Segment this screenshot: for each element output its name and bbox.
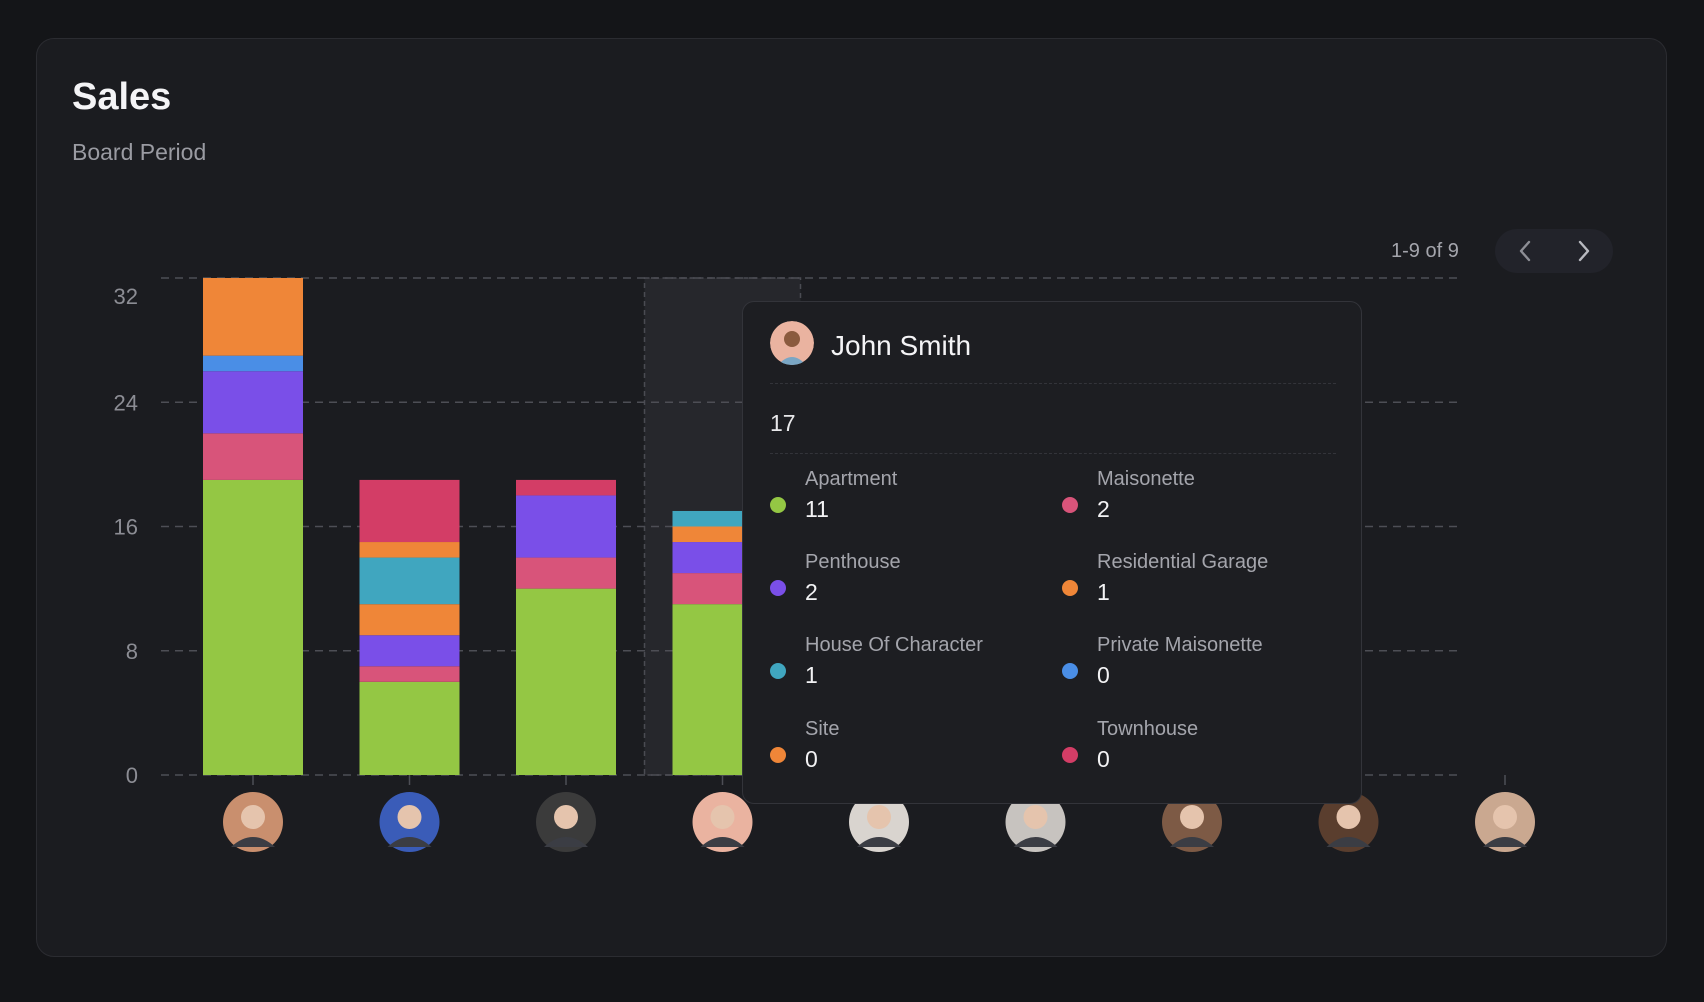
tooltip-item-site: Site 0 xyxy=(770,718,1040,778)
bar-segment xyxy=(359,635,460,667)
next-page-button[interactable] xyxy=(1554,229,1613,273)
pagination-range: 1-9 of 9 xyxy=(1391,240,1459,262)
x-axis-avatar: Agent 1 xyxy=(223,792,283,852)
bar-segment xyxy=(203,355,303,372)
legend-dot xyxy=(1062,663,1078,679)
tooltip-divider xyxy=(770,383,1336,384)
tooltip-item-value: 0 xyxy=(1097,662,1110,688)
y-tick-label: 16 xyxy=(114,515,138,540)
legend-dot xyxy=(770,747,786,763)
avatar-face xyxy=(1023,805,1048,829)
x-axis-avatar: Agent 6 xyxy=(1005,792,1066,852)
x-axis-avatar: Agent 8 xyxy=(1318,792,1379,852)
tooltip-item-maisonette: Maisonette 2 xyxy=(1062,468,1332,528)
tooltip-item-label: Residential Garage xyxy=(1097,551,1269,573)
prev-page-button[interactable] xyxy=(1495,229,1554,273)
avatar-face xyxy=(241,805,265,829)
tooltip-item-townhouse: Townhouse 0 xyxy=(1062,718,1332,778)
x-axis-avatar: Agent 5 xyxy=(849,792,909,852)
tooltip-divider xyxy=(770,453,1336,454)
tooltip-item-penthouse: Penthouse 2 xyxy=(770,551,1040,611)
tooltip-item-value: 0 xyxy=(805,746,818,772)
avatar-face xyxy=(397,805,422,829)
tooltip-avatar xyxy=(770,321,814,365)
tooltip-name: John Smith xyxy=(831,330,972,361)
tooltip-item-label: Penthouse xyxy=(805,551,901,573)
avatar-body xyxy=(1326,837,1371,847)
bar-segment xyxy=(516,588,616,775)
x-axis-avatar: Agent 2 xyxy=(379,792,440,852)
y-tick-label: 0 xyxy=(126,763,138,788)
tooltip-item-label: Maisonette xyxy=(1097,468,1195,490)
tooltip-item-value: 1 xyxy=(805,662,818,688)
tooltip-item-label: Apartment xyxy=(805,468,898,490)
avatar-face xyxy=(867,805,891,829)
sales-card: Sales Board Period 1-9 of 9 0 8 16 24 32 Agen… xyxy=(36,38,1667,957)
y-tick-label: 8 xyxy=(126,639,138,664)
legend-dot xyxy=(770,580,786,596)
legend-dot xyxy=(1062,580,1078,596)
bar-segment xyxy=(203,278,303,356)
avatar-body xyxy=(700,837,745,847)
x-axis-avatar: Agent 9 xyxy=(1475,792,1535,852)
avatar-face xyxy=(710,805,735,829)
tooltip-item-label: House Of Character xyxy=(805,634,983,656)
y-tick-label: 24 xyxy=(114,390,138,415)
bar-segment xyxy=(359,479,460,543)
bar-segment xyxy=(516,557,616,589)
tooltip-item-value: 2 xyxy=(1097,496,1110,522)
tooltip: John Smith 17 Apartment 11 Maisonette 2 … xyxy=(742,301,1362,804)
bar-segment xyxy=(359,604,460,636)
tooltip-item-value: 11 xyxy=(805,496,829,522)
tooltip-item-private-maisonette: Private Maisonette 0 xyxy=(1062,634,1332,694)
bar-segment xyxy=(203,371,303,434)
tooltip-item-residential-garage: Residential Garage 1 xyxy=(1062,551,1332,611)
x-axis-avatar: Agent 7 xyxy=(1162,792,1222,852)
bar-segment xyxy=(359,542,460,558)
chevron-right-icon xyxy=(1578,240,1589,262)
card-subtitle: Board Period xyxy=(72,139,207,165)
avatar-face xyxy=(1493,805,1517,829)
tooltip-item-house-of-character: House Of Character 1 xyxy=(770,634,1040,694)
legend-dot xyxy=(770,663,786,679)
tooltip-item-value: 1 xyxy=(1097,579,1110,605)
avatar-face xyxy=(554,805,578,829)
chevron-left-icon xyxy=(1519,240,1530,262)
avatar-body xyxy=(1483,837,1527,847)
tooltip-item-apartment: Apartment 11 xyxy=(770,468,1040,528)
avatar-body xyxy=(1013,837,1058,847)
x-axis-avatar: John Smith xyxy=(692,792,753,852)
avatar-body xyxy=(857,837,901,847)
avatar-body xyxy=(544,837,588,847)
card-title: Sales xyxy=(72,76,172,118)
tooltip-total: 17 xyxy=(770,410,796,436)
bar-segment xyxy=(359,557,460,605)
avatar-body xyxy=(1170,837,1214,847)
stacked-bar-chart: 0 8 16 24 32 Agent 1 Agent 2 Agent 3 John Smith A… xyxy=(114,277,1535,852)
tooltip-item-label: Private Maisonette xyxy=(1097,634,1263,656)
bar-segment xyxy=(516,479,616,496)
legend-dot xyxy=(1062,497,1078,513)
bar-segment xyxy=(203,479,303,775)
x-axis-avatar: Agent 3 xyxy=(536,792,596,852)
tooltip-item-label: Site xyxy=(805,718,840,740)
avatar-face xyxy=(1336,805,1361,829)
y-tick-label: 32 xyxy=(114,284,138,309)
legend-dot xyxy=(1062,747,1078,763)
avatar-body xyxy=(387,837,432,847)
tooltip-item-value: 0 xyxy=(1097,746,1110,772)
legend-dot xyxy=(770,497,786,513)
avatar-body xyxy=(231,837,275,847)
tooltip-item-value: 2 xyxy=(805,579,818,605)
pagination-controls xyxy=(1495,229,1613,273)
bar-segment xyxy=(359,681,460,775)
avatar-face xyxy=(1180,805,1204,829)
bar-segment xyxy=(203,433,303,480)
bar-segment xyxy=(359,666,460,682)
tooltip-item-label: Townhouse xyxy=(1097,718,1199,740)
bar-segment xyxy=(516,495,616,558)
